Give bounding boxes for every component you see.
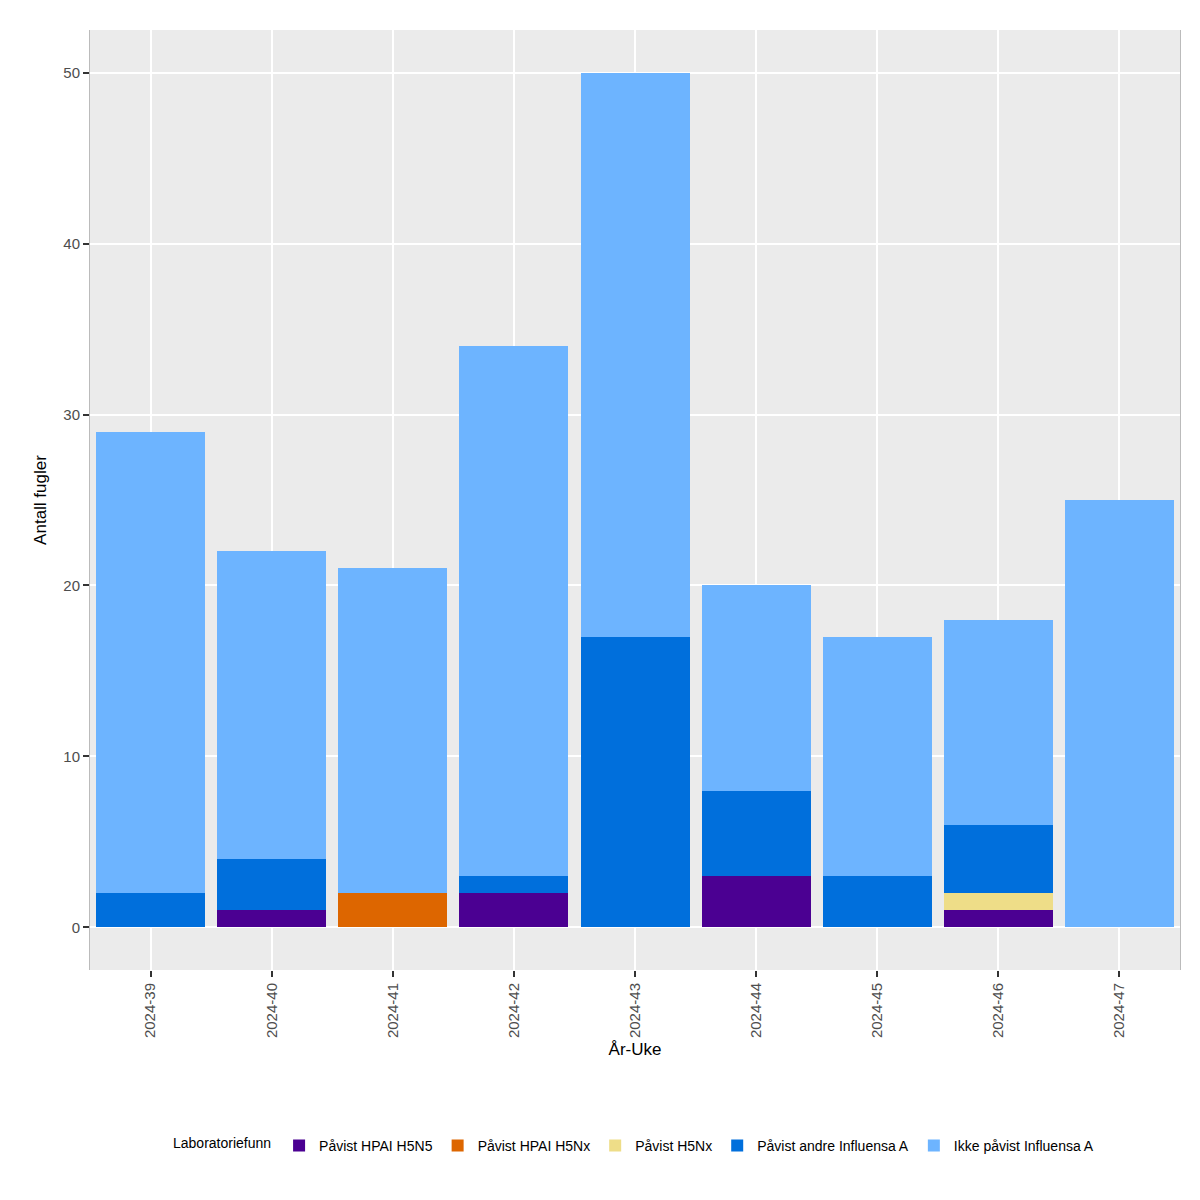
svg-text:0: 0 — [72, 919, 80, 936]
svg-text:2024-42: 2024-42 — [505, 983, 522, 1038]
svg-text:10: 10 — [63, 748, 80, 765]
svg-text:2024-43: 2024-43 — [626, 983, 643, 1038]
svg-text:50: 50 — [63, 64, 80, 81]
svg-text:Påvist H5Nx: Påvist H5Nx — [635, 1138, 712, 1154]
svg-text:2024-47: 2024-47 — [1110, 983, 1127, 1038]
svg-text:40: 40 — [63, 235, 80, 252]
svg-text:Påvist HPAI H5Nx: Påvist HPAI H5Nx — [478, 1138, 591, 1154]
svg-text:2024-46: 2024-46 — [989, 983, 1006, 1038]
svg-text:20: 20 — [63, 577, 80, 594]
svg-text:Ikke påvist Influensa A: Ikke påvist Influensa A — [954, 1138, 1094, 1154]
svg-text:Antall fugler: Antall fugler — [31, 455, 50, 545]
svg-text:Påvist HPAI H5N5: Påvist HPAI H5N5 — [319, 1138, 433, 1154]
svg-text:2024-41: 2024-41 — [384, 983, 401, 1038]
svg-text:År-Uke: År-Uke — [609, 1040, 662, 1059]
svg-text:2024-45: 2024-45 — [868, 983, 885, 1038]
svg-text:2024-39: 2024-39 — [141, 983, 158, 1038]
svg-text:Laboratoriefunn: Laboratoriefunn — [173, 1135, 271, 1151]
svg-text:Påvist andre Influensa A: Påvist andre Influensa A — [757, 1138, 909, 1154]
svg-text:30: 30 — [63, 406, 80, 423]
svg-text:2024-40: 2024-40 — [263, 983, 280, 1038]
svg-text:2024-44: 2024-44 — [747, 983, 764, 1038]
